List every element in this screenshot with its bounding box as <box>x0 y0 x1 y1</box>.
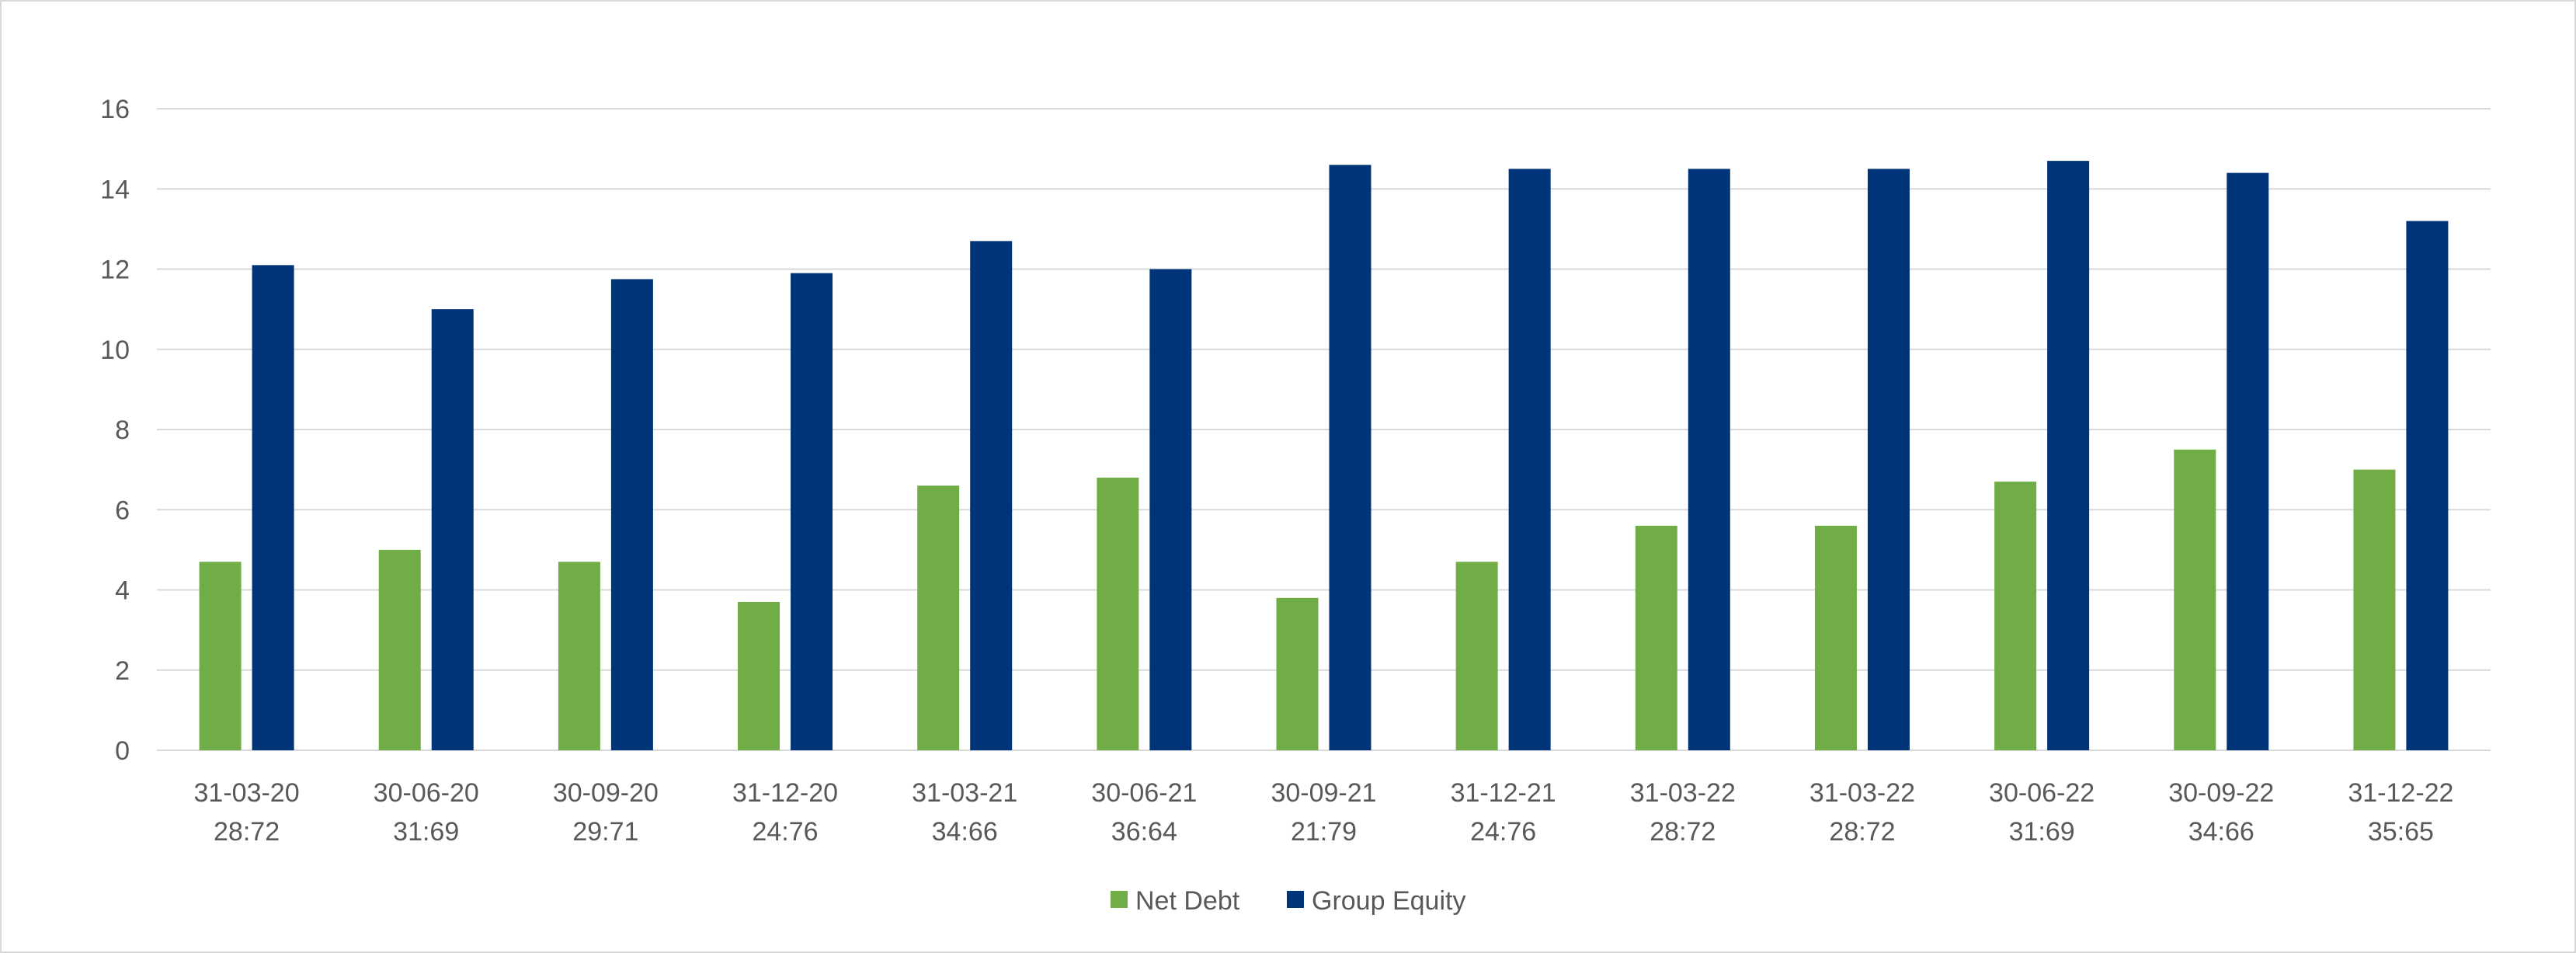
bar-group-equity <box>1149 269 1192 750</box>
x-tick-ratio-label: 36:64 <box>1111 817 1177 847</box>
y-axis-tick-labels: 0 2 4 6 8 10 12 14 16 <box>100 95 130 766</box>
bar-net-debt <box>1097 477 1139 750</box>
x-tick-date-label: 30-09-22 <box>2168 778 2274 808</box>
bar-net-debt <box>2353 469 2396 750</box>
x-tick-ratio-label: 31:69 <box>393 817 459 847</box>
y-tick-label: 14 <box>100 175 130 204</box>
x-tick-ratio-label: 35:65 <box>2368 817 2434 847</box>
bar-group-equity <box>791 273 833 751</box>
y-tick-label: 12 <box>100 256 130 285</box>
x-axis-tick-labels: 31-03-20 28:72 30-06-20 31:69 30-09-20 29:71 3… <box>194 778 2454 847</box>
legend: Net Debt Group Equity <box>1111 886 1465 916</box>
x-tick-date-label: 31-03-22 <box>1630 778 1736 808</box>
bar-net-debt <box>2174 449 2216 750</box>
x-tick-date-label: 31-03-20 <box>194 778 300 808</box>
x-tick-ratio-label: 21:79 <box>1291 817 1357 847</box>
x-tick-date-label: 30-09-20 <box>553 778 659 808</box>
bars <box>199 161 2449 751</box>
bar-net-debt <box>1994 482 2037 750</box>
bar-group-equity <box>2047 161 2090 751</box>
x-tick-ratio-label: 29:71 <box>572 817 638 847</box>
y-tick-label: 8 <box>115 416 130 445</box>
y-tick-label: 4 <box>115 576 130 606</box>
x-tick-ratio-label: 34:66 <box>932 817 998 847</box>
x-tick-date-label: 31-12-21 <box>1451 778 1556 808</box>
bar-net-debt <box>378 549 421 750</box>
legend-swatch-net-debt <box>1111 891 1128 908</box>
x-tick-date-label: 30-06-20 <box>374 778 479 808</box>
bar-net-debt <box>1455 562 1498 750</box>
x-tick-date-label: 30-06-21 <box>1091 778 1197 808</box>
bar-group-equity <box>970 241 1013 750</box>
legend-label-group-equity: Group Equity <box>1312 886 1465 916</box>
bar-group-equity <box>431 309 474 750</box>
y-tick-label: 2 <box>115 656 130 686</box>
x-tick-date-label: 31-12-20 <box>732 778 838 808</box>
bar-group-equity <box>1867 169 1910 750</box>
bar-net-debt <box>1635 525 1677 750</box>
bar-net-debt <box>917 485 960 750</box>
x-tick-ratio-label: 28:72 <box>1650 817 1716 847</box>
y-tick-label: 0 <box>115 736 130 766</box>
x-tick-ratio-label: 24:76 <box>752 817 818 847</box>
bar-group-equity <box>1329 165 1371 750</box>
bar-group-equity <box>2227 172 2269 751</box>
gridlines <box>157 108 2491 751</box>
x-tick-ratio-label: 31:69 <box>2009 817 2075 847</box>
legend-label-net-debt: Net Debt <box>1135 886 1240 916</box>
bar-group-equity <box>1508 169 1551 750</box>
bar-net-debt <box>558 562 600 750</box>
bar-net-debt <box>1814 525 1857 750</box>
x-tick-date-label: 30-06-22 <box>1989 778 2095 808</box>
y-tick-label: 10 <box>100 336 130 365</box>
bar-group-equity <box>2406 221 2449 750</box>
y-tick-label: 6 <box>115 496 130 525</box>
bar-group-equity <box>610 279 653 750</box>
x-tick-ratio-label: 34:66 <box>2188 817 2254 847</box>
x-tick-date-label: 31-03-22 <box>1809 778 1915 808</box>
x-tick-ratio-label: 28:72 <box>214 817 280 847</box>
bar-net-debt <box>738 601 780 750</box>
bar-net-debt <box>199 562 242 750</box>
x-tick-date-label: 31-03-21 <box>912 778 1017 808</box>
bar-net-debt <box>1276 597 1319 750</box>
x-tick-date-label: 30-09-21 <box>1271 778 1376 808</box>
y-tick-label: 16 <box>100 95 130 124</box>
x-tick-ratio-label: 28:72 <box>1829 817 1895 847</box>
bar-group-equity <box>252 265 294 750</box>
bar-group-equity <box>1688 169 1730 750</box>
legend-swatch-group-equity <box>1287 891 1304 908</box>
x-tick-ratio-label: 24:76 <box>1470 817 1536 847</box>
x-tick-date-label: 31-12-22 <box>2348 778 2453 808</box>
